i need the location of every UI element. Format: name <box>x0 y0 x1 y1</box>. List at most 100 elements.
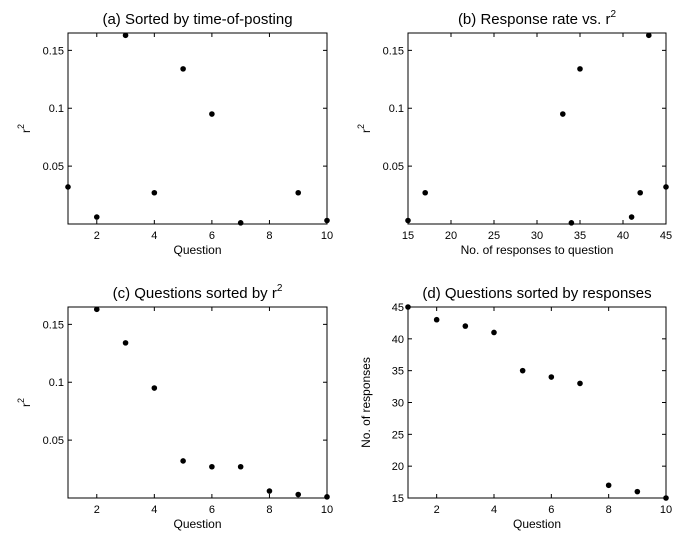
data-point-c <box>122 340 129 346</box>
data-point-c <box>93 306 100 313</box>
chart-title-c: (c) Questions sorted by r2 <box>113 283 283 302</box>
data-point-a <box>237 220 244 226</box>
data-point-b <box>560 111 566 117</box>
chart-title-superscript-c: 2 <box>277 283 283 294</box>
chart-title-text-d: (d) Questions sorted by responses <box>422 285 651 302</box>
chart-title-b: (b) Response rate vs. r2 <box>458 9 617 28</box>
data-point-d <box>519 367 526 374</box>
x-tick-label-c: 6 <box>209 504 215 516</box>
panel-d: (d) Questions sorted by responses 2 4 6 8 10 1… <box>359 285 672 531</box>
plot-frame-a <box>67 32 328 225</box>
x-tick-label-d: 4 <box>491 504 497 516</box>
y-tick-label-b: 0.05 <box>383 161 404 173</box>
data-point-a <box>122 32 129 39</box>
data-point-b <box>422 189 429 196</box>
data-point-b <box>405 217 411 224</box>
y-axis-label-text-c: r <box>19 403 33 407</box>
x-axis-label-c: Question <box>173 517 221 531</box>
chart-title-text-c: (c) Questions sorted by r <box>113 285 277 302</box>
data-point-b <box>577 66 583 72</box>
data-point-d <box>663 495 669 501</box>
data-point-a <box>65 184 71 190</box>
x-tick-label-a: 2 <box>94 230 100 242</box>
y-tick-label-b: 0.15 <box>383 45 404 57</box>
chart-title-text-b: (b) Response rate vs. r <box>458 11 611 28</box>
y-tick-label-c: 0.1 <box>49 377 64 389</box>
y-axis-label-a: r2 <box>16 124 33 133</box>
x-tick-label-d: 6 <box>548 504 554 516</box>
plot-frame-b <box>407 32 667 225</box>
x-tick-label-b: 15 <box>402 230 414 242</box>
data-point-c <box>209 463 215 470</box>
x-tick-label-c: 10 <box>321 504 333 516</box>
y-axis-label-superscript-a: 2 <box>16 124 26 129</box>
data-point-b <box>568 220 575 226</box>
data-point-d <box>433 316 440 323</box>
x-axis-label-d: Question <box>513 517 561 531</box>
x-tick-label-c: 4 <box>151 504 157 516</box>
data-point-c <box>237 463 244 470</box>
y-tick-label-d: 15 <box>392 493 404 505</box>
y-axis-label-superscript-c: 2 <box>16 398 26 403</box>
y-axis-label-text-d: No. of responses <box>359 357 373 448</box>
x-tick-label-b: 25 <box>488 230 500 242</box>
x-tick-label-a: 10 <box>321 230 333 242</box>
x-axis-label-a: Question <box>173 243 221 257</box>
data-point-b <box>646 32 652 39</box>
data-point-a <box>324 217 330 224</box>
data-point-d <box>577 380 583 387</box>
data-point-a <box>151 189 158 196</box>
data-point-a <box>180 66 186 72</box>
x-tick-label-a: 6 <box>209 230 215 242</box>
y-tick-label-d: 45 <box>392 302 404 314</box>
data-point-d <box>634 488 641 495</box>
y-tick-label-a: 0.1 <box>49 103 64 115</box>
data-point-b <box>637 189 643 196</box>
x-tick-label-c: 8 <box>266 504 272 516</box>
y-axis-label-b: r2 <box>356 124 373 133</box>
data-point-d <box>605 482 612 489</box>
data-point-b <box>628 214 635 220</box>
x-tick-label-d: 2 <box>434 504 440 516</box>
data-point-d <box>548 374 555 380</box>
y-tick-label-d: 20 <box>392 461 404 473</box>
data-point-a <box>93 214 100 220</box>
y-axis-label-superscript-b: 2 <box>356 124 366 129</box>
chart-title-a: (a) Sorted by time-of-posting <box>102 11 292 28</box>
data-point-d <box>491 329 497 336</box>
data-point-b <box>663 184 669 190</box>
data-point-c <box>180 458 186 464</box>
y-tick-label-a: 0.05 <box>43 161 64 173</box>
data-point-c <box>324 494 330 500</box>
x-axis-label-b: No. of responses to question <box>461 243 614 257</box>
x-tick-label-a: 8 <box>266 230 272 242</box>
x-tick-label-c: 2 <box>94 504 100 516</box>
y-tick-label-d: 25 <box>392 429 404 441</box>
panel-a: (a) Sorted by time-of-posting 2 4 6 8 10 0.05 0… <box>16 11 333 257</box>
data-point-c <box>295 491 302 498</box>
y-tick-label-d: 40 <box>392 334 404 346</box>
x-tick-label-d: 10 <box>660 504 672 516</box>
plot-frame-c <box>67 306 328 499</box>
y-axis-label-text-b: r <box>359 129 373 133</box>
chart-title-text-a: (a) Sorted by time-of-posting <box>102 11 292 28</box>
data-point-a <box>209 111 215 117</box>
data-point-d <box>462 323 469 329</box>
x-tick-label-b: 35 <box>574 230 586 242</box>
x-tick-label-b: 40 <box>617 230 629 242</box>
y-tick-label-d: 35 <box>392 366 404 378</box>
y-axis-label-d: No. of responses <box>359 357 373 448</box>
y-tick-label-a: 0.15 <box>43 45 64 57</box>
y-tick-label-b: 0.1 <box>389 103 404 115</box>
y-axis-label-text-a: r <box>19 129 33 133</box>
x-tick-label-d: 8 <box>606 504 612 516</box>
x-tick-label-b: 30 <box>531 230 543 242</box>
data-point-a <box>295 189 302 196</box>
y-tick-label-c: 0.05 <box>43 435 64 447</box>
y-axis-label-c: r2 <box>16 398 33 407</box>
y-tick-label-c: 0.15 <box>43 319 64 331</box>
y-tick-label-d: 30 <box>392 398 404 410</box>
plot-frame-d <box>407 306 667 499</box>
